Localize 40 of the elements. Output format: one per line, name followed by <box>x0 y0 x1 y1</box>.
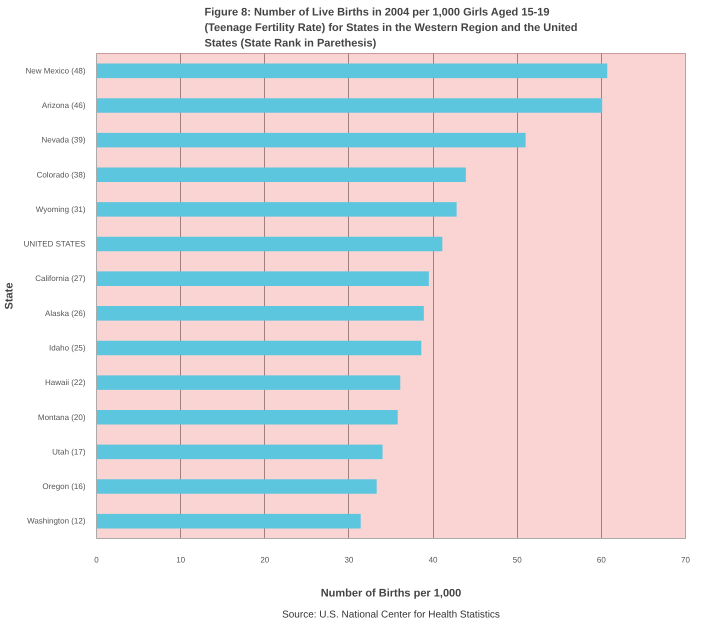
x-tick-label: 70 <box>681 556 690 564</box>
bar <box>96 167 466 182</box>
x-tick-label: 20 <box>260 556 270 564</box>
chart-title: Figure 8: Number of Live Births in 2004 per 1,000 Girls Aged 15-19 (Teenage Fertility Rate) for States in the Western Region and the United States (State Rank in Parethesis) <box>204 6 578 50</box>
bar <box>96 340 422 356</box>
y-tick-label: Colorado (38) <box>36 170 86 180</box>
bar <box>96 271 429 286</box>
bar <box>96 236 442 252</box>
x-tick-label: 30 <box>344 556 354 564</box>
y-axis-title: State <box>4 282 16 310</box>
y-tick-label: New Mexico (48) <box>25 66 86 76</box>
y-tick-label: Hawaii (22) <box>45 378 86 388</box>
x-tick-label: 40 <box>428 556 438 564</box>
bar <box>96 479 377 494</box>
x-tick-label: 50 <box>512 556 522 564</box>
bar <box>96 410 398 425</box>
source-note: Source: U.S. National Center for Health Statistics <box>282 610 500 620</box>
bar <box>96 306 424 321</box>
bar <box>96 132 526 148</box>
bar <box>96 98 602 113</box>
bar <box>96 444 383 460</box>
bar <box>96 514 361 528</box>
y-tick-label: Wyoming (31) <box>36 204 86 214</box>
bar <box>96 64 608 78</box>
y-tick-label: UNITED STATES <box>24 240 86 249</box>
x-tick-label: 10 <box>176 556 186 564</box>
x-tick-label: 0 <box>94 556 100 564</box>
x-axis-title: Number of Births per 1,000 <box>320 588 462 600</box>
x-tick-label: 60 <box>596 556 606 564</box>
bar <box>96 202 457 217</box>
y-tick-label: Alaska (26) <box>45 308 86 318</box>
y-tick-label: Nevada (39) <box>41 136 86 145</box>
y-tick-label: Oregon (16) <box>42 482 86 492</box>
y-tick-label: Arizona (46) <box>42 100 86 110</box>
y-tick-label: California (27) <box>35 274 86 284</box>
bar <box>96 375 400 390</box>
y-tick-label: Montana (20) <box>38 412 86 422</box>
y-tick-label: Utah (17) <box>52 447 86 456</box>
y-tick-label: Washington (12) <box>27 516 86 526</box>
y-tick-label: Idaho (25) <box>49 343 86 352</box>
